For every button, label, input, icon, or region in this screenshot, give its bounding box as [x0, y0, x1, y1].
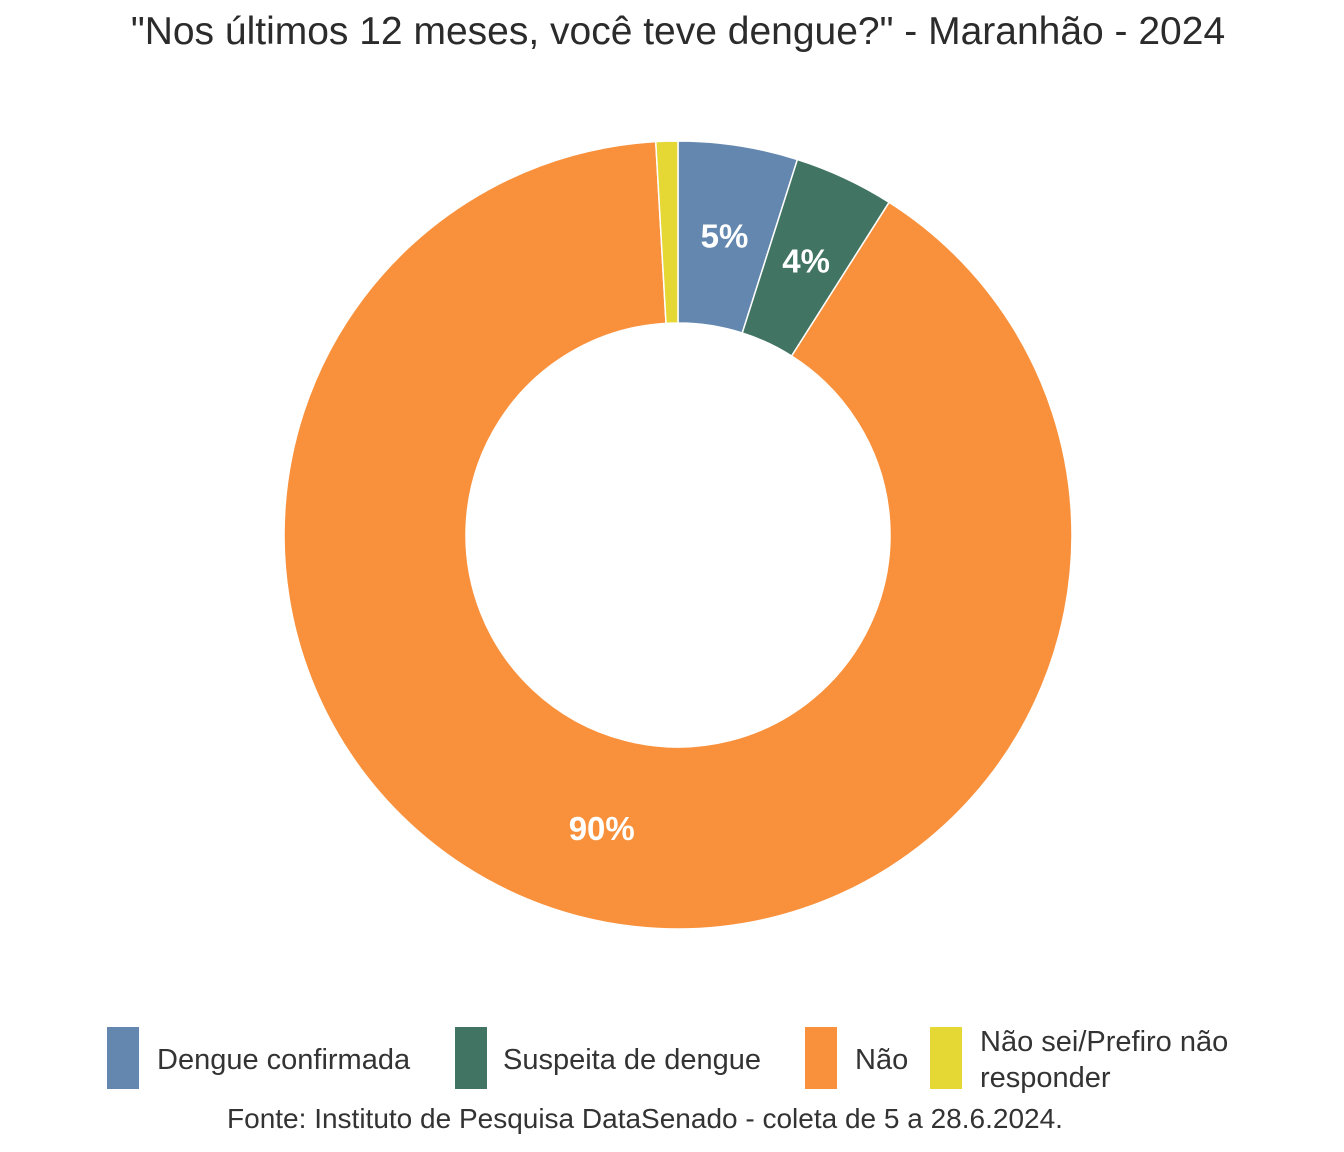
- legend-label-suspeita: Suspeita de dengue: [503, 1044, 761, 1076]
- donut-slice-4: [654, 140, 679, 325]
- donut-chart: 5% 4% 90%: [283, 140, 1073, 930]
- source-note: Fonte: Instituto de Pesquisa DataSenado …: [227, 1103, 1063, 1134]
- data-label-1: 5%: [701, 218, 749, 255]
- legend-swatch-dengue-confirmada: [107, 1027, 139, 1089]
- chart-title: "Nos últimos 12 meses, você teve dengue?…: [130, 10, 1226, 53]
- data-label-3: 90%: [569, 810, 635, 847]
- legend-label-dengue-confirmada: Dengue confirmada: [157, 1044, 411, 1076]
- legend-label-nao-sei-line1: Não sei/Prefiro não: [980, 1026, 1229, 1058]
- donut-slice-3: [283, 140, 1073, 930]
- legend-swatch-suspeita: [455, 1027, 487, 1089]
- data-label-2: 4%: [782, 242, 830, 279]
- legend-swatch-nao: [805, 1027, 837, 1089]
- legend-label-nao-sei-line2: responder: [980, 1062, 1111, 1094]
- legend-swatch-nao-sei: [930, 1027, 962, 1089]
- legend-label-nao: Não: [855, 1044, 909, 1076]
